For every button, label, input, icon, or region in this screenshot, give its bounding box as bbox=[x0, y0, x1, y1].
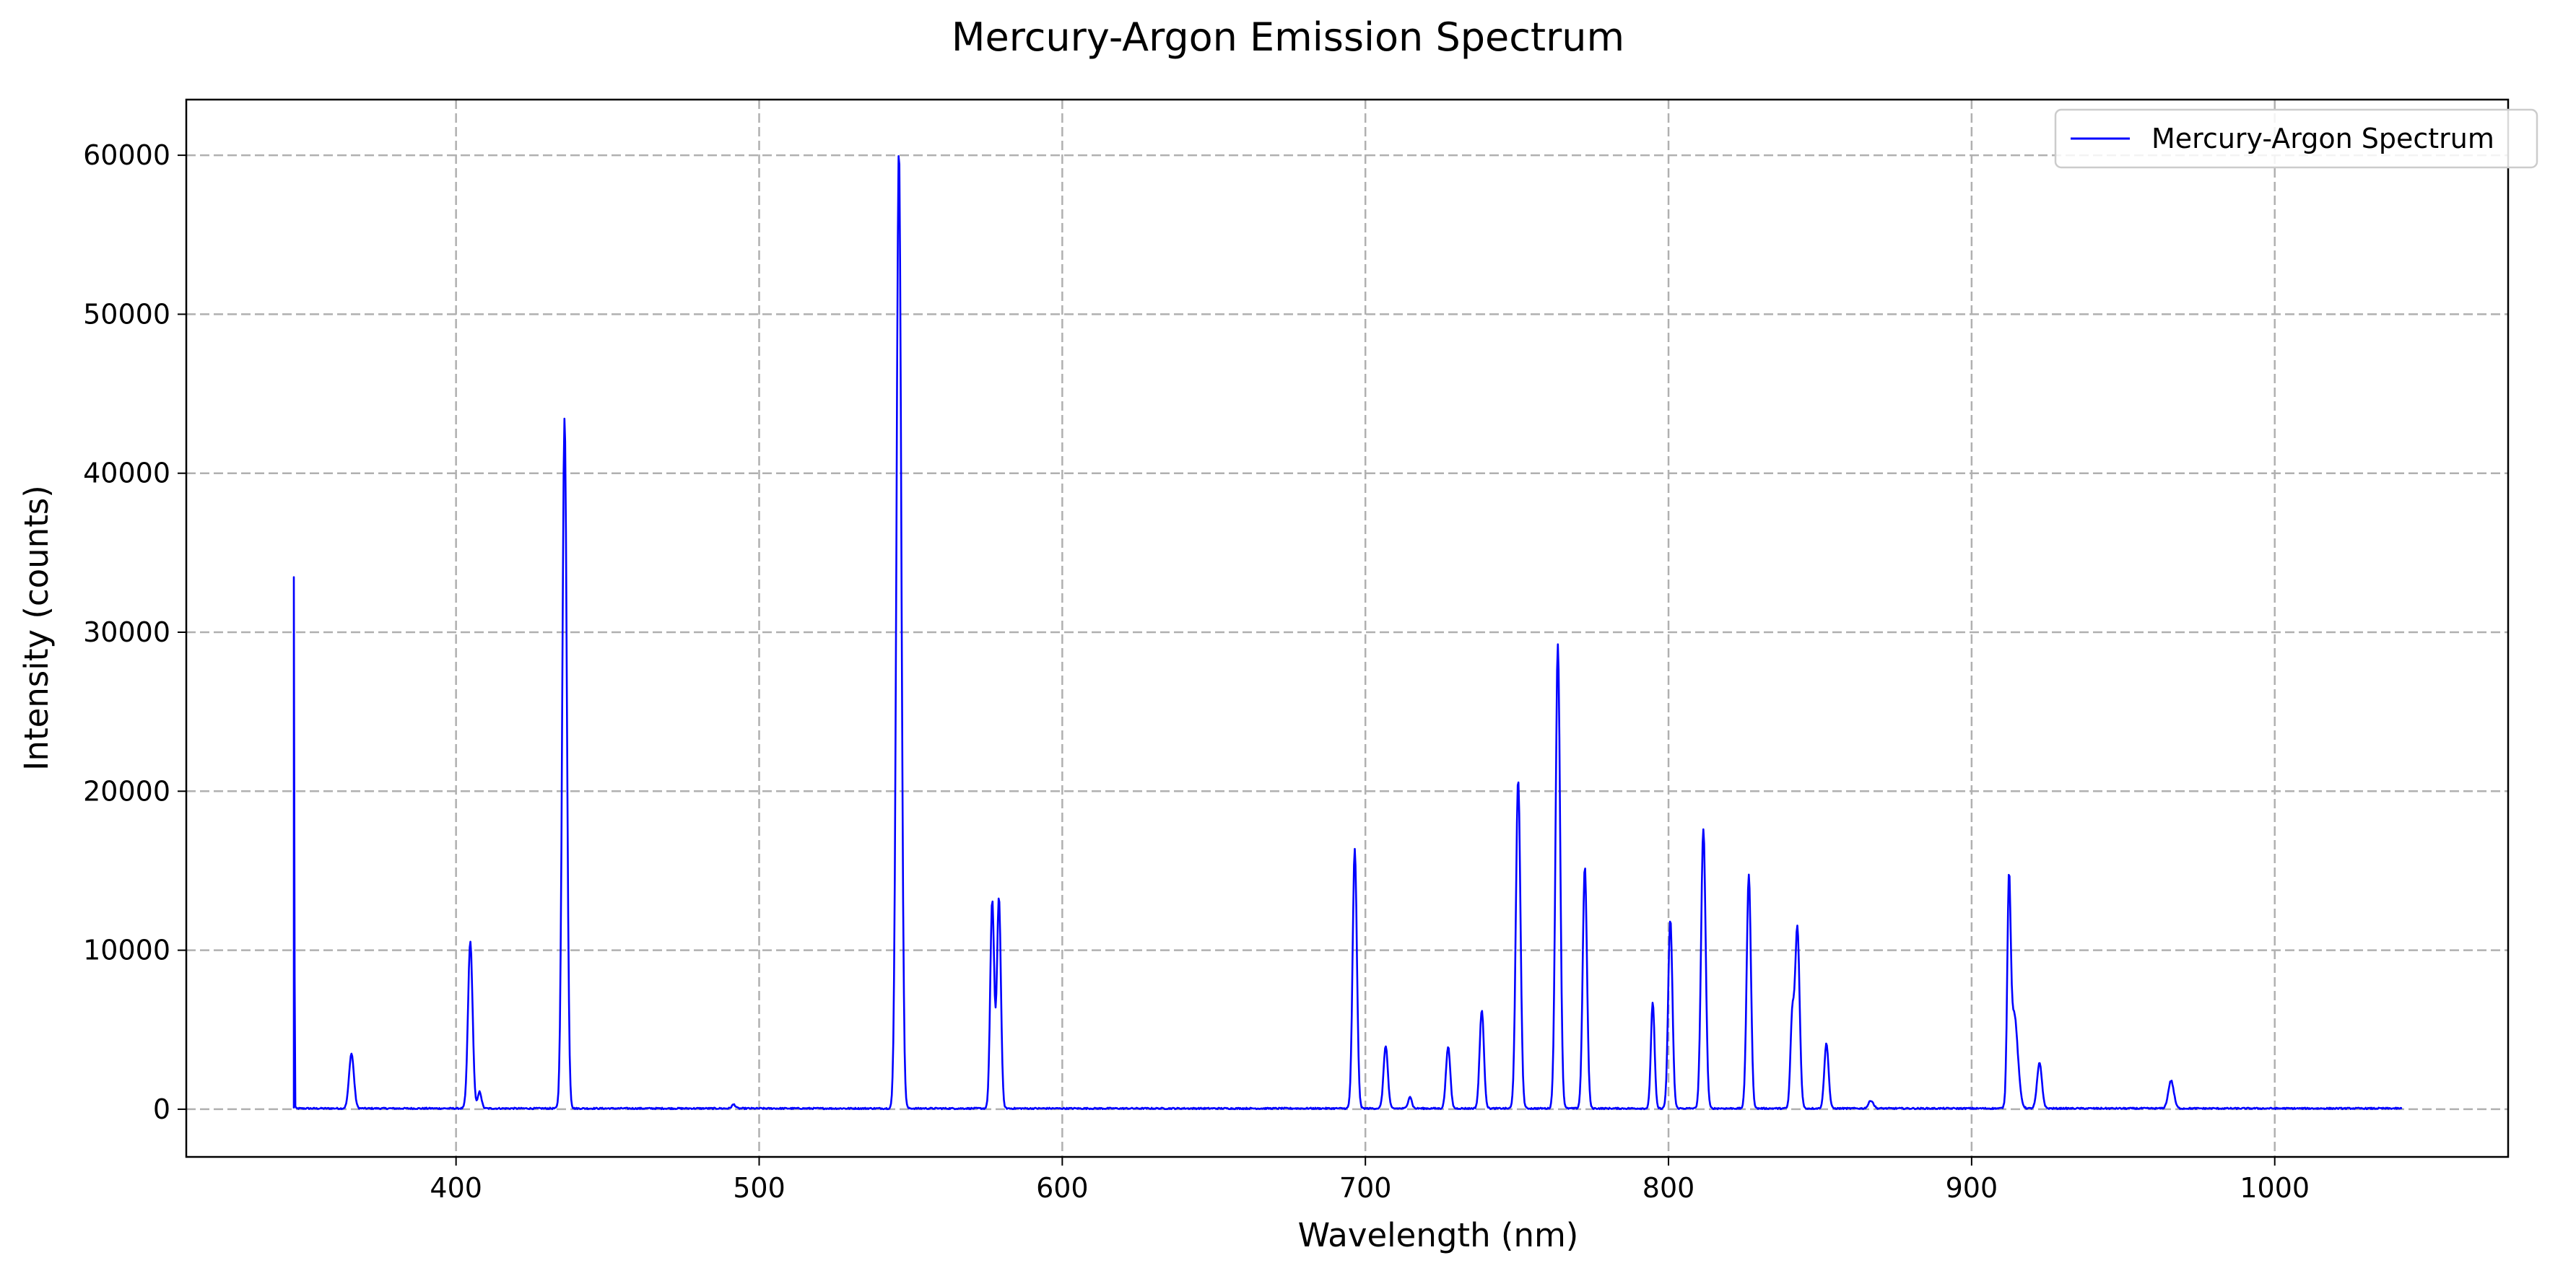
legend: Mercury-Argon Spectrum bbox=[2054, 108, 2538, 169]
y-tick-label: 20000 bbox=[83, 775, 170, 807]
y-tick-label: 30000 bbox=[83, 616, 170, 648]
axis-ticks: 400 500 600 700 800 900 1000010000200003000040… bbox=[83, 139, 2310, 1204]
x-tick-label: 500 bbox=[733, 1172, 786, 1204]
x-tick-label: 600 bbox=[1036, 1172, 1089, 1204]
plot-area bbox=[292, 155, 2403, 1111]
y-tick-label: 60000 bbox=[83, 139, 170, 171]
y-tick-label: 10000 bbox=[83, 935, 170, 966]
x-tick-label: 1000 bbox=[2240, 1172, 2310, 1204]
x-tick-label: 700 bbox=[1339, 1172, 1392, 1204]
y-tick-label: 0 bbox=[153, 1093, 170, 1125]
legend-box bbox=[2054, 108, 2538, 169]
y-axis-label: Intensity (counts) bbox=[17, 485, 56, 771]
legend-label: Mercury-Argon Spectrum bbox=[2151, 123, 2494, 154]
y-tick-label: 40000 bbox=[83, 458, 170, 489]
x-tick-label: 900 bbox=[1946, 1172, 1998, 1204]
chart-title: Mercury-Argon Emission Spectrum bbox=[952, 14, 1624, 60]
x-tick-label: 400 bbox=[430, 1172, 482, 1204]
y-tick-label: 50000 bbox=[83, 298, 170, 330]
x-tick-label: 800 bbox=[1642, 1172, 1695, 1204]
x-axis-label: Wavelength (nm) bbox=[1298, 1216, 1579, 1254]
plot-frame bbox=[185, 98, 2510, 1158]
series-line bbox=[292, 155, 2403, 1111]
